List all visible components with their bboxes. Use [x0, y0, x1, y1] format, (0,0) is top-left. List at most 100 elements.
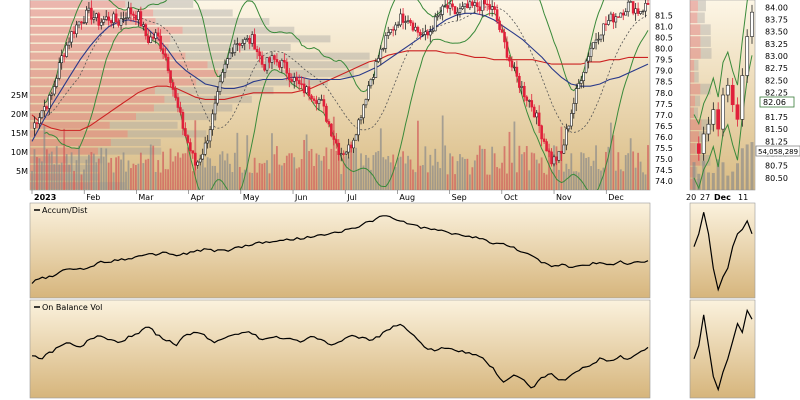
- accum-dist-line: [31, 215, 649, 284]
- candle-body: [547, 150, 551, 153]
- volume-bar: [174, 156, 177, 190]
- candle-body: [35, 122, 39, 125]
- volume-bar: [459, 154, 461, 190]
- inset-candle-body: [735, 104, 740, 120]
- inset-volume-bar: [736, 163, 739, 190]
- vbp-bar-down: [30, 69, 219, 77]
- volume-bar: [216, 172, 219, 190]
- inset-candle-body: [750, 11, 754, 37]
- candle-body: [196, 161, 200, 166]
- candle-body: [50, 93, 54, 96]
- volume-bar: [342, 156, 345, 190]
- volume-bar: [644, 174, 647, 190]
- x-tick-label: Jun: [294, 193, 308, 202]
- candle-body: [565, 128, 568, 146]
- candle-body: [639, 11, 642, 14]
- candle-body: [127, 7, 130, 19]
- inset-vbp-up: [700, 154, 711, 166]
- volume-bar: [105, 148, 108, 190]
- volume-bar: [256, 172, 259, 190]
- candle-body: [99, 21, 103, 26]
- vbp-bar-up: [182, 26, 295, 34]
- price-tick-label: 76.0: [655, 133, 673, 142]
- volume-bar: [486, 174, 489, 190]
- volume-bar: [511, 162, 513, 190]
- volume-bar: [144, 159, 147, 190]
- candle-body: [216, 91, 219, 104]
- candle-body: [537, 112, 541, 127]
- candle-body: [448, 3, 452, 9]
- inset-obv-line: [693, 308, 753, 392]
- volume-bar: [110, 157, 113, 190]
- volume-bar: [347, 157, 350, 190]
- volume-bar: [167, 169, 169, 190]
- candle-body: [201, 153, 204, 160]
- inset-vbp-up: [700, 36, 711, 47]
- candle-body: [466, 3, 469, 9]
- volume-bar: [137, 163, 140, 190]
- candle-body: [287, 72, 291, 80]
- volume-bar: [78, 145, 80, 190]
- price-tick-label: 78.5: [655, 78, 673, 87]
- price-tick-label: 79.5: [655, 56, 673, 65]
- candle-body: [117, 21, 120, 26]
- candle-body: [164, 53, 167, 58]
- inset-volume-bar: [731, 171, 735, 190]
- volume-bar: [503, 146, 506, 190]
- volume-bar: [362, 165, 365, 190]
- candle-body: [295, 77, 299, 81]
- volume-bar: [283, 163, 286, 190]
- candle-body: [485, 3, 489, 6]
- volume-tick-label: 20M: [11, 110, 28, 119]
- candle-body: [213, 102, 217, 115]
- candle-body: [43, 106, 46, 112]
- volume-bar: [164, 169, 167, 190]
- volume-bar: [637, 152, 640, 190]
- vbp-bar-up: [153, 104, 233, 112]
- volume-bar: [421, 165, 424, 190]
- candle-body: [476, 2, 479, 8]
- inset-vbp-up: [694, 59, 699, 71]
- volume-bar: [36, 157, 38, 190]
- candle-body: [67, 41, 71, 46]
- inset-candle-body: [716, 109, 721, 130]
- x-tick-label: Sep: [452, 193, 467, 202]
- candle-body: [156, 32, 160, 37]
- x-tick-label: Dec: [608, 193, 623, 202]
- candle-body: [97, 13, 101, 26]
- candle-body: [265, 57, 269, 71]
- volume-bar: [33, 149, 36, 190]
- volume-bar: [647, 145, 649, 190]
- volume-bar: [184, 153, 187, 190]
- volume-bar: [446, 174, 449, 190]
- volume-bar: [320, 160, 323, 190]
- candle-body: [315, 100, 318, 104]
- volume-bar: [68, 164, 71, 190]
- inset-vbp-down: [690, 119, 702, 131]
- volume-bar: [451, 156, 454, 190]
- bollinger-upper: [44, 0, 605, 104]
- inset-price-tick-label: 80.75: [765, 162, 788, 171]
- volume-bar: [399, 156, 402, 190]
- inset-obv-panel: [689, 299, 756, 399]
- volume-bar: [570, 153, 573, 190]
- x-tick-label: Feb: [86, 193, 100, 202]
- candle-body: [374, 61, 378, 78]
- price-tick-label: 75.5: [655, 144, 673, 153]
- volume-bar: [97, 158, 100, 190]
- volume-bar: [461, 157, 464, 190]
- volume-bar: [92, 153, 95, 190]
- volume-bar: [624, 155, 627, 190]
- candle-body: [644, 2, 647, 12]
- inset-accum-dist-line: [693, 212, 753, 292]
- candle-body: [57, 62, 61, 79]
- accum-dist-title: Accum/Dist: [42, 206, 87, 215]
- candle-body: [441, 5, 444, 15]
- volume-bar: [629, 138, 632, 190]
- volume-bar: [528, 170, 531, 190]
- volume-bar: [481, 148, 484, 190]
- volume-bar: [45, 149, 48, 190]
- inset-candle-body: [696, 143, 701, 154]
- candle-body: [280, 60, 284, 68]
- candle-body: [574, 88, 578, 104]
